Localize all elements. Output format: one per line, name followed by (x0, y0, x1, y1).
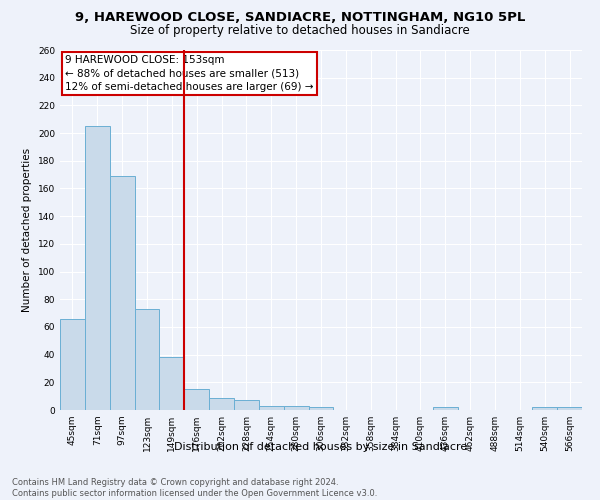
Y-axis label: Number of detached properties: Number of detached properties (22, 148, 32, 312)
Bar (308, 407, 334, 410)
Bar (134, 309, 160, 410)
Bar (433, 407, 458, 410)
Bar (209, 398, 234, 410)
Text: Contains HM Land Registry data © Crown copyright and database right 2024.
Contai: Contains HM Land Registry data © Crown c… (12, 478, 377, 498)
Bar (60, 318, 85, 410)
Text: Distribution of detached houses by size in Sandiacre: Distribution of detached houses by size … (175, 442, 467, 452)
Bar (234, 400, 259, 410)
Bar (557, 407, 582, 410)
Text: Size of property relative to detached houses in Sandiacre: Size of property relative to detached ho… (130, 24, 470, 37)
Bar (160, 358, 184, 410)
Text: 9, HAREWOOD CLOSE, SANDIACRE, NOTTINGHAM, NG10 5PL: 9, HAREWOOD CLOSE, SANDIACRE, NOTTINGHAM… (75, 11, 525, 24)
Bar (85, 126, 110, 410)
Bar (284, 406, 308, 410)
Bar (110, 176, 134, 410)
Bar (184, 389, 209, 410)
Bar (532, 407, 557, 410)
Text: 9 HAREWOOD CLOSE: 153sqm
← 88% of detached houses are smaller (513)
12% of semi-: 9 HAREWOOD CLOSE: 153sqm ← 88% of detach… (65, 56, 314, 92)
Bar (259, 406, 284, 410)
